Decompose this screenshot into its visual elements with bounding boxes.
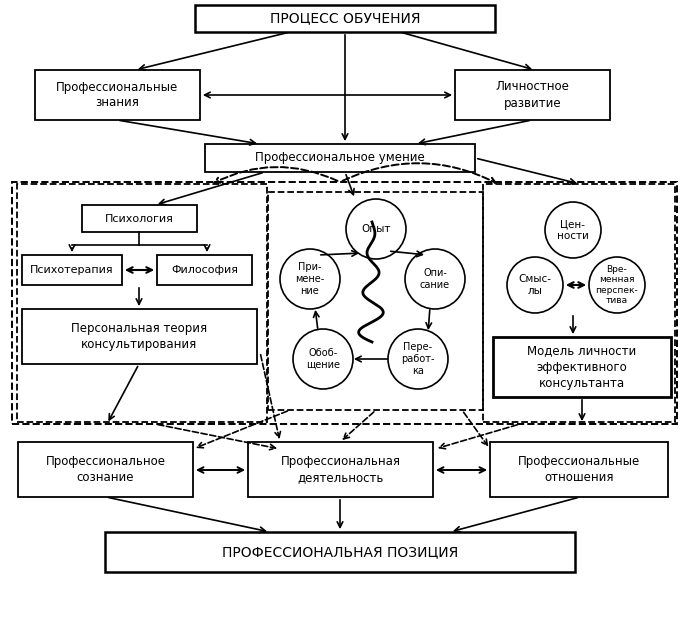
Text: Обоб-
щение: Обоб- щение bbox=[306, 348, 340, 370]
Circle shape bbox=[545, 202, 601, 258]
Circle shape bbox=[507, 257, 563, 313]
Text: Цен-
ности: Цен- ности bbox=[557, 219, 589, 241]
Circle shape bbox=[346, 199, 406, 259]
Text: Профессиональные
отношения: Профессиональные отношения bbox=[518, 455, 640, 484]
Bar bbox=[105, 532, 575, 572]
Bar bbox=[18, 442, 193, 497]
Text: Профессиональные
знания: Профессиональные знания bbox=[57, 80, 179, 109]
Bar bbox=[490, 442, 668, 497]
Text: Профессиональное
сознание: Профессиональное сознание bbox=[46, 455, 166, 484]
Text: ПРОЦЕСС ОБУЧЕНИЯ: ПРОЦЕСС ОБУЧЕНИЯ bbox=[269, 12, 420, 25]
Bar bbox=[248, 442, 433, 497]
Bar bbox=[483, 184, 675, 422]
Text: Профессиональное умение: Профессиональное умение bbox=[255, 152, 425, 165]
Bar bbox=[17, 184, 267, 422]
Circle shape bbox=[589, 257, 645, 313]
Bar bbox=[157, 255, 252, 285]
Text: Профессиональная
деятельность: Профессиональная деятельность bbox=[281, 455, 401, 484]
Bar bbox=[455, 70, 610, 120]
Bar bbox=[82, 205, 197, 232]
Text: Философия: Философия bbox=[171, 265, 238, 275]
Text: Смыс-
лы: Смыс- лы bbox=[518, 274, 551, 296]
Bar bbox=[22, 255, 122, 285]
Text: Психология: Психология bbox=[105, 213, 174, 223]
Text: Психотерапия: Психотерапия bbox=[30, 265, 114, 275]
Text: Личностное
развитие: Личностное развитие bbox=[495, 80, 569, 109]
Text: ПРОФЕССИОНАЛЬНАЯ ПОЗИЦИЯ: ПРОФЕССИОНАЛЬНАЯ ПОЗИЦИЯ bbox=[222, 545, 458, 559]
Bar bbox=[35, 70, 200, 120]
Bar bbox=[493, 337, 671, 397]
Text: Модель личности
эффективного
консультанта: Модель личности эффективного консультант… bbox=[527, 344, 636, 389]
Text: Вре-
менная
перспек-
тива: Вре- менная перспек- тива bbox=[596, 265, 638, 305]
Text: Опи-
сание: Опи- сание bbox=[420, 268, 450, 290]
Circle shape bbox=[293, 329, 353, 389]
Text: Пере-
работ-
ка: Пере- работ- ка bbox=[401, 342, 435, 376]
Bar bbox=[205, 144, 475, 172]
Text: Персональная теория
консультирования: Персональная теория консультирования bbox=[71, 322, 207, 351]
Circle shape bbox=[405, 249, 465, 309]
Circle shape bbox=[388, 329, 448, 389]
Bar bbox=[12, 182, 677, 424]
Bar bbox=[22, 309, 257, 364]
Bar bbox=[268, 192, 483, 410]
Text: Опыт: Опыт bbox=[361, 224, 390, 234]
Text: При-
мене-
ние: При- мене- ние bbox=[295, 262, 325, 296]
Circle shape bbox=[280, 249, 340, 309]
Bar bbox=[195, 5, 495, 32]
